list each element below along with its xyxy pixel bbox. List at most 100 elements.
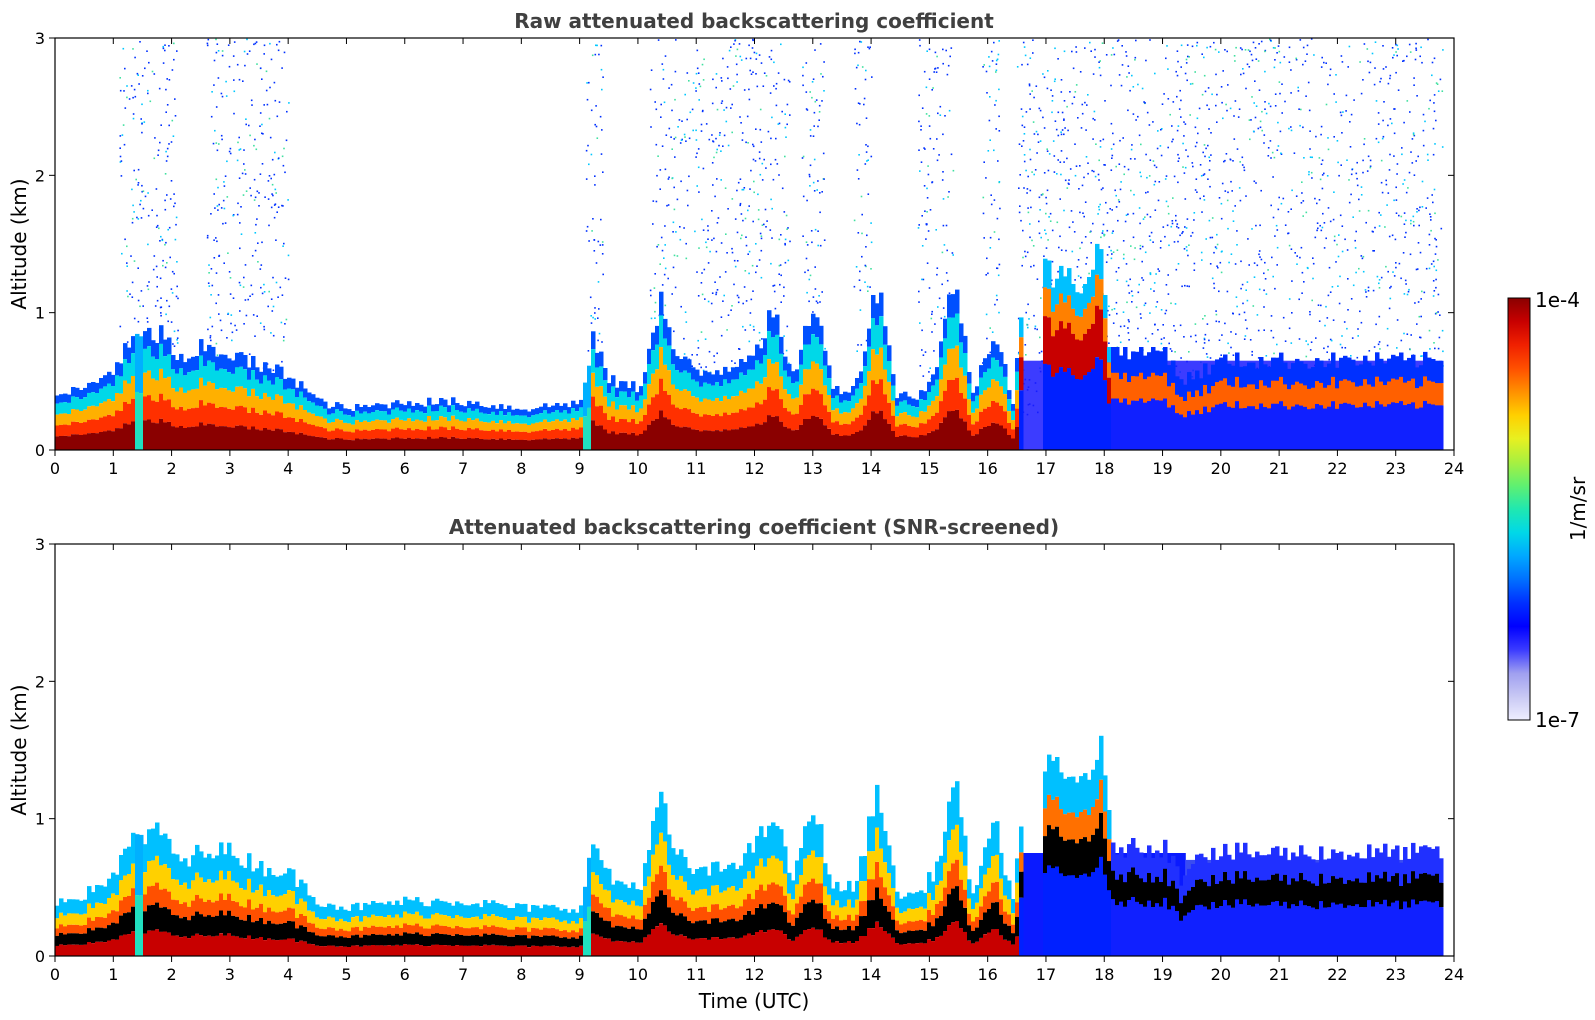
noise-speck — [802, 66, 804, 69]
backscatter-cell — [459, 405, 464, 412]
backscatter-cell — [387, 414, 392, 423]
noise-speck — [158, 227, 160, 230]
backscatter-cell — [259, 371, 264, 384]
backscatter-cell — [179, 353, 184, 369]
noise-speck — [749, 57, 752, 60]
backscatter-cell — [527, 440, 532, 450]
backscatter-cell — [1103, 318, 1108, 342]
backscatter-cell — [723, 366, 728, 380]
backscatter-cell — [147, 395, 152, 420]
backscatter-cell — [179, 406, 184, 426]
noise-speck — [787, 259, 790, 262]
backscatter-cell — [275, 364, 280, 378]
noise-speck — [1209, 45, 1212, 48]
noise-speck — [1115, 165, 1117, 168]
noise-speck — [1021, 145, 1023, 147]
backscatter-cell — [863, 366, 868, 386]
x-tick-label: 16 — [977, 459, 997, 478]
noise-speck — [1179, 234, 1181, 237]
noise-speck — [1050, 89, 1052, 91]
backscatter-cell — [239, 405, 244, 426]
noise-speck — [775, 137, 777, 140]
noise-speck — [1157, 130, 1159, 132]
noise-speck — [747, 142, 749, 144]
backscatter-cell — [1283, 406, 1288, 450]
plot1-area — [55, 38, 1444, 450]
backscatter-cell — [515, 431, 520, 440]
backscatter-cell — [831, 388, 836, 399]
noise-speck — [1290, 92, 1292, 94]
noise-speck — [1035, 85, 1038, 87]
backscatter-cell — [1211, 386, 1216, 408]
backscatter-cell — [327, 423, 332, 432]
backscatter-cell — [255, 379, 260, 397]
noise-speck — [1032, 245, 1035, 247]
backscatter-cell — [287, 377, 292, 389]
x-tick-label: 23 — [1386, 459, 1406, 478]
noise-speck — [1254, 47, 1257, 49]
backscatter-cell — [459, 411, 464, 421]
backscatter-cell — [779, 336, 784, 354]
backscatter-cell — [427, 405, 432, 417]
backscatter-cell — [743, 375, 748, 393]
noise-speck — [1048, 216, 1050, 218]
noise-speck — [277, 49, 280, 52]
backscatter-cell — [519, 409, 524, 416]
noise-speck — [137, 74, 139, 76]
backscatter-cell — [339, 429, 344, 439]
backscatter-cell — [247, 429, 252, 450]
backscatter-cell — [819, 394, 824, 419]
noise-speck — [1209, 160, 1211, 162]
noise-speck — [1422, 129, 1425, 132]
backscatter-cell — [1307, 409, 1312, 450]
backscatter-cell — [943, 338, 948, 365]
noise-speck — [242, 286, 245, 288]
noise-speck — [1265, 293, 1268, 295]
backscatter-cell — [1063, 328, 1068, 372]
backscatter-cell — [599, 425, 604, 450]
noise-speck — [736, 81, 738, 83]
noise-speck — [1403, 59, 1405, 62]
noise-speck — [1037, 133, 1039, 136]
backscatter-cell — [491, 429, 496, 439]
noise-speck — [1298, 298, 1300, 301]
backscatter-cell — [251, 356, 256, 371]
noise-speck — [1137, 327, 1139, 330]
noise-speck — [1093, 170, 1095, 173]
noise-speck — [1169, 348, 1172, 350]
backscatter-cell — [415, 410, 420, 420]
backscatter-cell — [855, 432, 860, 450]
noise-speck — [1244, 335, 1247, 337]
noise-speck — [1079, 71, 1082, 73]
noise-speck — [1385, 183, 1388, 186]
noise-speck — [1360, 92, 1363, 95]
noise-speck — [865, 117, 868, 119]
noise-speck — [1403, 332, 1405, 335]
noise-speck — [1410, 222, 1412, 225]
noise-speck — [590, 153, 593, 156]
noise-speck — [243, 50, 246, 53]
noise-speck — [287, 278, 290, 281]
noise-speck — [1189, 114, 1191, 116]
noise-speck — [995, 71, 997, 73]
noise-speck — [995, 69, 998, 72]
backscatter-cell — [507, 405, 512, 413]
noise-speck — [1123, 253, 1125, 256]
noise-speck — [159, 306, 162, 309]
backscatter-cell — [575, 420, 580, 430]
backscatter-cell — [187, 372, 192, 391]
noise-speck — [1270, 157, 1272, 159]
noise-speck — [725, 106, 728, 109]
noise-speck — [285, 318, 288, 321]
noise-speck — [1420, 298, 1422, 300]
noise-speck — [1368, 350, 1371, 352]
noise-speck — [716, 148, 718, 151]
noise-speck — [1167, 98, 1170, 100]
noise-speck — [919, 44, 921, 47]
noise-speck — [1230, 180, 1232, 183]
backscatter-cell — [823, 425, 828, 450]
noise-speck — [1154, 180, 1157, 183]
backscatter-cell — [1043, 258, 1048, 288]
noise-speck — [174, 115, 177, 117]
noise-speck — [1112, 251, 1115, 253]
